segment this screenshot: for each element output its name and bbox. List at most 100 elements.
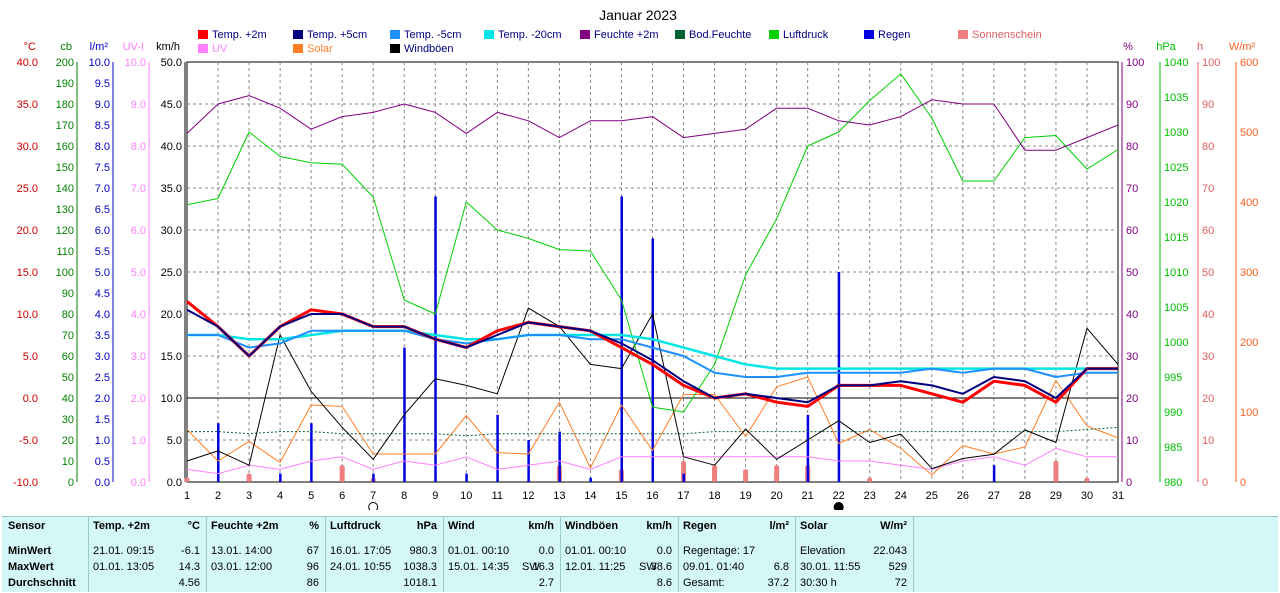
right-axis-tick-label: 990: [1164, 407, 1182, 419]
x-tick-label: 2: [215, 490, 221, 502]
rain-bar: [527, 440, 530, 482]
right-axis-tick-label: 1025: [1164, 162, 1188, 174]
x-tick-label: 27: [988, 490, 1000, 502]
left-axis-unit: km/h: [156, 41, 180, 53]
x-tick-label: 29: [1050, 490, 1062, 502]
stats-temp-max-value: 14.3: [178, 561, 200, 573]
sunshine-bar: [246, 473, 252, 482]
rain-bar: [310, 423, 313, 482]
stats-rain-days: Regentage: 17: [683, 545, 756, 557]
x-tick-label: 1: [184, 490, 190, 502]
stats-pressure-max-date: 24.01. 10:55: [330, 561, 392, 573]
left-axis-tick-label: 8.5: [95, 120, 110, 132]
stats-gusts-max-value: 38.6: [650, 561, 672, 573]
left-axis-tick-label: 4.0: [95, 309, 110, 321]
stats-humidity-unit: %: [309, 520, 319, 532]
x-tick-label: 13: [553, 490, 565, 502]
legend-swatch: [293, 44, 303, 53]
legend-label: Feuchte +2m: [594, 29, 659, 41]
right-axis-tick-label: 50: [1202, 267, 1214, 279]
left-axis-tick-label: 6.5: [95, 204, 110, 216]
right-axis-tick-label: 1020: [1164, 197, 1188, 209]
x-axis: 1 2 3 4 5 6 7 8 9 10 11 12 13 14 15 16 17 18 19 20 21 22 23 24 2…: [184, 490, 1124, 510]
x-tick-label: 19: [739, 490, 751, 502]
x-tick-label: 3: [246, 490, 252, 502]
x-tick-label: 12: [522, 490, 534, 502]
stats-temp-title: Temp. +2m: [93, 520, 150, 532]
right-axis-tick-label: 30: [1126, 351, 1138, 363]
left-axis-tick-label: 170: [56, 120, 74, 132]
left-axis-tick-label: 200: [56, 57, 74, 69]
legend-swatch: [293, 30, 303, 39]
statistics-panel: Sensor MinWert MaxWert Durchschnitt Temp…: [2, 516, 1278, 592]
sunshine-bar: [339, 465, 345, 482]
left-axis-tick-label: 0.0: [23, 393, 38, 405]
right-axis-tick-label: 985: [1164, 442, 1182, 454]
new-moon-icon: [833, 502, 844, 510]
stats-temp: Temp. +2m °C 21.01. 09:15 -6.1 01.01. 13…: [89, 517, 207, 592]
stats-solar: Solar W/m² Elevation 22.043 30.01. 11:55…: [796, 517, 914, 592]
x-tick-label: 26: [957, 490, 969, 502]
stats-rain-max-value: 6.8: [773, 561, 789, 573]
chart-title: Januar 2023: [599, 7, 677, 23]
series-line-temp-5cm: [186, 308, 1118, 404]
right-axis-tick-label: 1015: [1164, 232, 1188, 244]
x-tick-label: 6: [339, 490, 345, 502]
left-axis-tick-label: 20.0: [161, 309, 182, 321]
left-axis-tick-label: 0.0: [95, 477, 110, 489]
left-axis-tick-label: 4.5: [95, 288, 110, 300]
stats-pressure-avg-value: 1018.1: [403, 577, 437, 589]
stats-rain-max-date: 09.01. 01:40: [683, 561, 745, 573]
left-axis-tick-label: 8.0: [95, 141, 110, 153]
left-axis-tick-label: 160: [56, 141, 74, 153]
stats-solar-max-date: 30.01. 11:55: [800, 561, 861, 573]
left-axis-tick-label: 1.5: [95, 414, 110, 426]
left-axis-tick-label: 9.0: [131, 99, 146, 111]
left-axis-tick-label: 5.5: [95, 246, 110, 258]
left-axis-tick-label: 0.0: [167, 477, 182, 489]
stats-temp-max-date: 01.01. 13:05: [93, 561, 155, 573]
stats-wind-min-date: 01.01. 00:10: [448, 545, 510, 557]
x-tick-label: 21: [802, 490, 814, 502]
left-axes: °C 40.0 35.0 30.0 25.0 20.0 15.0 10.0 5.0 0.0 -5.0…: [13, 41, 188, 489]
legend-label: Temp. -5cm: [404, 29, 461, 41]
legend-label: Sonnenschein: [972, 29, 1042, 41]
series-line-feuchte-2m: [186, 95, 1119, 151]
left-axis-tick-label: 0: [68, 477, 74, 489]
legend-label: Regen: [878, 29, 910, 41]
right-axis-tick-label: 20: [1126, 393, 1138, 405]
stats-solar-avg-value: 72: [894, 577, 907, 589]
left-axis-tick-label: 5.0: [167, 435, 182, 447]
right-axis-tick-label: 10: [1126, 435, 1138, 447]
stats-gusts-unit: km/h: [646, 520, 672, 532]
x-tick-label: 24: [895, 490, 907, 502]
left-axis-tick-label: 7.5: [95, 162, 110, 174]
left-axis-tick-label: 10.0: [89, 57, 110, 69]
stats-solar-unit: W/m²: [880, 520, 907, 532]
series-line-solar: [186, 376, 1119, 476]
right-axis-tick-label: 600: [1240, 57, 1258, 69]
stats-wind-unit: km/h: [528, 520, 554, 532]
rain-bar: [558, 431, 561, 482]
x-tick-label: 16: [646, 490, 658, 502]
stats-rain: Regen l/m² Regentage: 17 09.01. 01:40 6.…: [679, 517, 796, 592]
stats-pressure-min-value: 980.3: [409, 545, 437, 557]
stats-humidity: Feuchte +2m % 13.01. 14:00 67 03.01. 12:…: [207, 517, 326, 592]
legend-label: Temp. -20cm: [498, 29, 562, 41]
left-axis-tick-label: 2.5: [95, 372, 110, 384]
stats-humidity-max-value: 96: [306, 561, 319, 573]
left-axis-tick-label: 25.0: [17, 183, 38, 195]
right-axis-tick-label: 100: [1126, 57, 1144, 69]
stats-humidity-min-value: 67: [306, 545, 319, 557]
left-axis-tick-label: 9.5: [95, 78, 110, 90]
left-axis-tick-label: 100: [56, 267, 74, 279]
x-tick-label: 23: [864, 490, 876, 502]
stats-temp-min-value: -6.1: [181, 545, 200, 557]
left-axis-unit: UV-I: [123, 41, 144, 53]
right-axis-unit: hPa: [1156, 41, 1176, 53]
left-axis-tick-label: 35.0: [161, 183, 182, 195]
x-tick-label: 15: [615, 490, 627, 502]
stats-wind: Wind km/h 01.01. 00:10 0.0 15.01. 14:35 …: [444, 517, 561, 592]
stats-gusts: Windböen km/h 01.01. 00:10 0.0 12.01. 11…: [561, 517, 679, 592]
stats-pressure-max-value: 1038.3: [403, 561, 437, 573]
